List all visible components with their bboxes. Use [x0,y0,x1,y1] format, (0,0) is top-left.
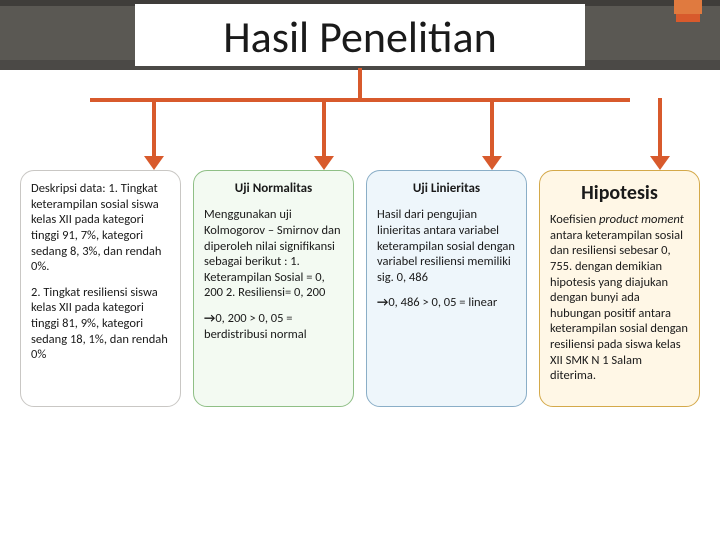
connector-stem [358,68,362,98]
column-heading: Hipotesis [550,181,689,206]
connector-drop [658,98,662,158]
column-heading: Uji Normalitas [204,181,343,197]
column-conclusion: 0, 486 > 0, 05 = linear [377,295,516,311]
column-hipotesis: Hipotesis Koefisien product moment antara… [539,170,700,407]
column-heading: Uji Linieritas [377,181,516,197]
flow-connector [90,68,630,178]
column-paragraph: 2. Tingkat resiliensi siswa kelas XII pa… [31,285,170,363]
column-paragraph: Koefisien product moment antara keteramp… [550,212,689,384]
connector-drop [322,98,326,158]
column-deskripsi: Deskripsi data: 1. Tingkat keterampilan … [20,170,181,407]
column-conclusion: 0, 200 > 0, 05 = berdistribusi normal [204,311,343,342]
arrow-down-icon [144,156,164,170]
connector-hline [90,98,630,102]
column-normalitas: Uji Normalitas Menggunakan uji Kolmogorov… [193,170,354,407]
connector-drop [152,98,156,158]
arrow-down-icon [650,156,670,170]
arrow-down-icon [482,156,502,170]
connector-drop [490,98,494,158]
slide-title: Hasil Penelitian [0,10,720,64]
column-paragraph: Menggunakan uji Kolmogorov – Smirnov dan… [204,207,343,301]
column-paragraph: Hasil dari pengujian linieritas antara v… [377,207,516,285]
column-paragraph: Deskripsi data: 1. Tingkat keterampilan … [31,181,170,275]
arrow-down-icon [314,156,334,170]
column-linieritas: Uji Linieritas Hasil dari pengujian linie… [366,170,527,407]
columns: Deskripsi data: 1. Tingkat keterampilan … [20,170,700,407]
